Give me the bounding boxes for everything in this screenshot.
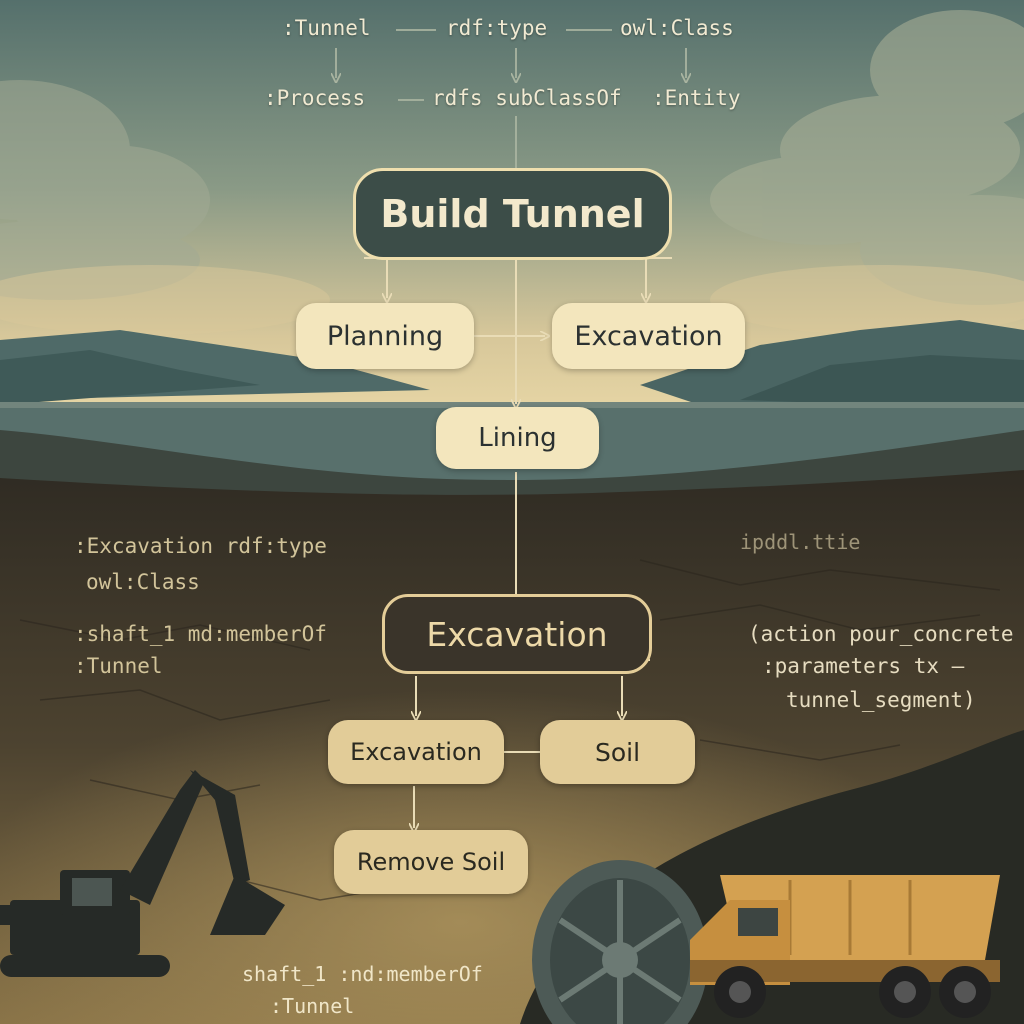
left-code-line-3: :shaft_1 md:memberOf bbox=[74, 622, 327, 646]
left-code-line-2: owl:Class bbox=[86, 570, 200, 594]
node-lining[interactable]: Lining bbox=[436, 407, 599, 469]
mountain-right-front bbox=[740, 355, 1024, 410]
onto-process: :Process bbox=[264, 86, 366, 110]
right-code-line-1: (action pour_concrete bbox=[748, 622, 1014, 646]
node-planning[interactable]: Planning bbox=[296, 303, 474, 369]
node-soil[interactable]: Soil bbox=[540, 720, 695, 784]
bottom-code-line-1: shaft_1 :nd:memberOf bbox=[242, 962, 483, 986]
node-build-tunnel[interactable]: Build Tunnel bbox=[353, 168, 672, 260]
cloud-right bbox=[710, 10, 1024, 305]
ground-cracks bbox=[19, 559, 1001, 901]
onto-rdf-type: rdf:type bbox=[446, 16, 548, 40]
node-remove-soil[interactable]: Remove Soil bbox=[334, 830, 528, 894]
cloud-low bbox=[0, 265, 1024, 335]
left-code-line-1: :Excavation rdf:type bbox=[74, 534, 327, 558]
onto-owl-class: owl:Class bbox=[620, 16, 734, 40]
tunnel-boring-wheel-icon bbox=[532, 860, 708, 1024]
mountain-left-front bbox=[0, 350, 260, 405]
excavator-icon bbox=[0, 770, 285, 977]
onto-entity: :Entity bbox=[652, 86, 741, 110]
right-code-filename: ipddl.ttie bbox=[740, 530, 861, 554]
cloud-left bbox=[0, 80, 210, 300]
node-excavation-sub[interactable]: Excavation bbox=[328, 720, 504, 784]
onto-tunnel: :Tunnel bbox=[282, 16, 371, 40]
node-excavation-main[interactable]: Excavation bbox=[382, 594, 652, 674]
right-code-line-3: tunnel_segment) bbox=[786, 688, 976, 712]
bottom-code-line-2: :Tunnel bbox=[270, 994, 355, 1018]
dump-truck-icon bbox=[690, 875, 1000, 1018]
shoreline bbox=[0, 430, 1024, 500]
node-excavation-top[interactable]: Excavation bbox=[552, 303, 745, 369]
onto-subclassof: rdfs subClassOf bbox=[432, 86, 622, 110]
left-code-line-4: :Tunnel bbox=[74, 654, 163, 678]
right-code-line-2: :parameters tx — bbox=[762, 654, 965, 678]
